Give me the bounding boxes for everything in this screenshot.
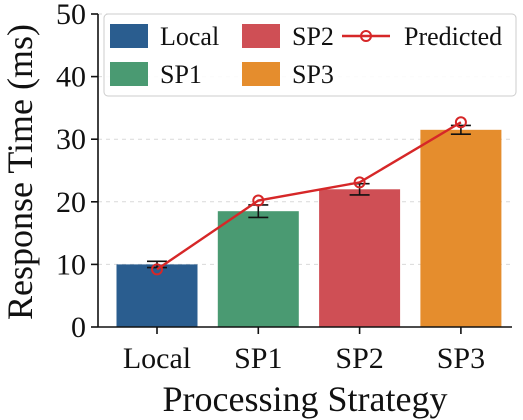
legend-label: Predicted <box>404 22 502 51</box>
legend-swatch <box>110 24 148 48</box>
legend-item-sp1: SP1 <box>110 60 202 89</box>
bar-sp3 <box>420 129 502 327</box>
legend-box <box>103 13 517 97</box>
axes <box>97 14 512 328</box>
legend-label: Local <box>160 22 219 51</box>
legend: Local SP2 Predicted SP1 SP3 <box>103 13 517 97</box>
legend-item-local: Local <box>110 22 219 51</box>
y-tick-label: 20 <box>56 186 86 219</box>
y-tick-label: 30 <box>56 123 86 156</box>
legend-swatch <box>242 24 280 48</box>
legend-label: SP2 <box>292 22 334 51</box>
legend-item-sp2: SP2 <box>242 22 334 51</box>
x-tick-label: SP3 <box>437 342 485 375</box>
predicted-point-local <box>151 263 163 276</box>
predicted-line <box>156 121 462 271</box>
predicted-point-sp1 <box>252 194 265 207</box>
x-tick-label: SP2 <box>335 342 383 375</box>
legend-swatch <box>242 62 280 86</box>
legend-label: SP3 <box>292 60 334 89</box>
legend-swatch <box>110 62 148 86</box>
ticks: 0 10 20 30 40 50 Local SP1 SP2 SP3 <box>56 0 485 375</box>
y-tick-label: 50 <box>56 0 86 31</box>
bar-sp2 <box>319 189 401 327</box>
x-tick-label: Local <box>123 342 191 375</box>
y-tick-label: 40 <box>56 61 86 94</box>
y-tick-label: 0 <box>71 311 86 344</box>
y-tick-label: 10 <box>56 248 86 281</box>
legend-marker <box>360 30 372 42</box>
predicted-point-sp3 <box>454 116 467 129</box>
legend-label: SP1 <box>160 60 202 89</box>
predicted-point-sp2 <box>353 176 366 189</box>
legend-item-sp3: SP3 <box>242 60 334 89</box>
y-axis-title: Response Time (ms) <box>0 24 40 320</box>
bars <box>116 129 502 327</box>
predicted-series <box>151 116 467 276</box>
bar-sp1 <box>217 211 299 327</box>
x-tick-label: SP1 <box>234 342 282 375</box>
x-axis-title: Processing Strategy <box>163 379 448 419</box>
legend-item-predicted: Predicted <box>342 22 502 51</box>
